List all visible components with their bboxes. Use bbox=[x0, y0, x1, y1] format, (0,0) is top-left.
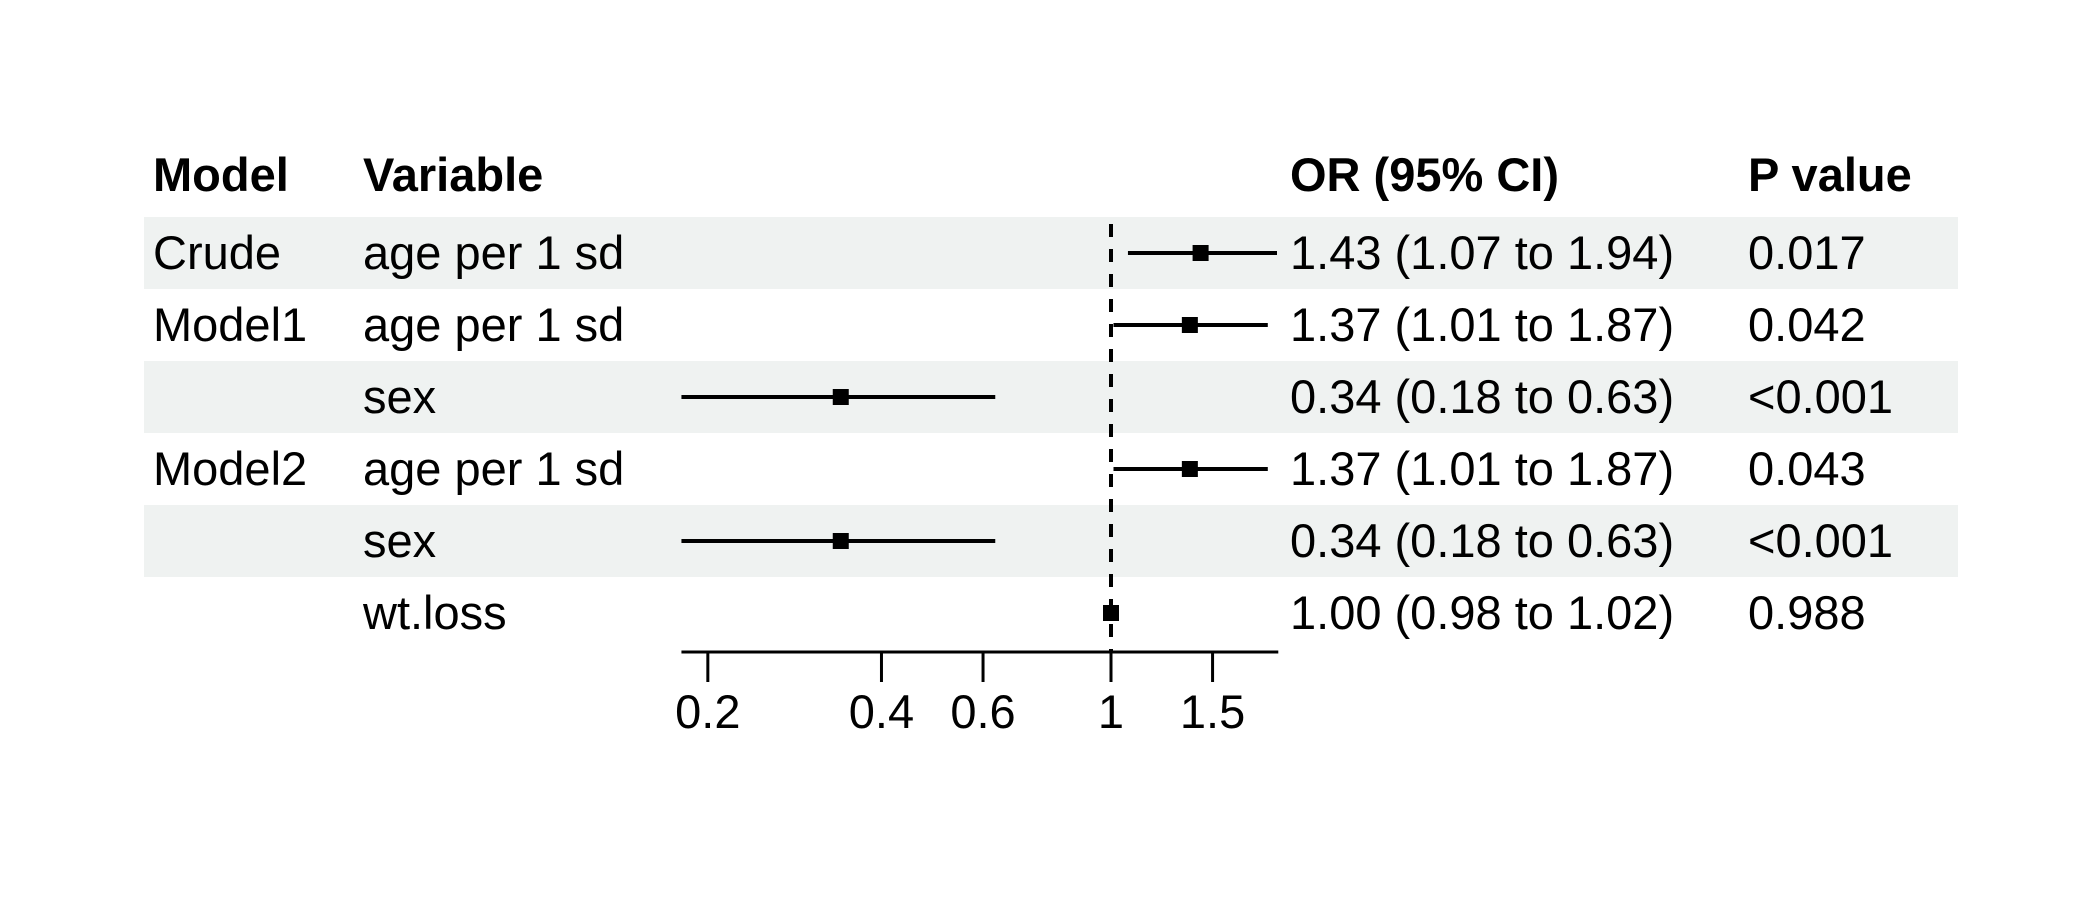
table-row: wt.loss 1.00 (0.98 to 1.02) 0.988 bbox=[144, 577, 1958, 649]
or-ci-cell: 1.43 (1.07 to 1.94) bbox=[1290, 226, 1675, 280]
or-ci-cell: 0.34 (0.18 to 0.63) bbox=[1290, 370, 1675, 424]
or-ci-cell: 1.37 (1.01 to 1.87) bbox=[1290, 442, 1675, 496]
x-axis-tick-label: 0.6 bbox=[950, 685, 1015, 738]
x-axis-tick-label: 0.2 bbox=[675, 685, 740, 738]
model-cell: Crude bbox=[153, 226, 282, 280]
variable-cell: age per 1 sd bbox=[363, 226, 625, 280]
x-axis-tick-label: 1 bbox=[1098, 685, 1124, 738]
p-value-cell: <0.001 bbox=[1748, 370, 1894, 424]
model-cell: Model1 bbox=[153, 298, 308, 352]
variable-cell: age per 1 sd bbox=[363, 298, 625, 352]
table-row: sex 0.34 (0.18 to 0.63) <0.001 bbox=[144, 505, 1958, 577]
x-axis-tick-label: 0.4 bbox=[849, 685, 914, 738]
model-cell: Model2 bbox=[153, 442, 308, 496]
column-header-p-value: P value bbox=[1748, 148, 1912, 202]
p-value-cell: 0.988 bbox=[1748, 586, 1866, 640]
p-value-cell: 0.043 bbox=[1748, 442, 1866, 496]
table-row: sex 0.34 (0.18 to 0.63) <0.001 bbox=[144, 361, 1958, 433]
x-axis-tick-label: 1.5 bbox=[1180, 685, 1245, 738]
column-header-model: Model bbox=[153, 148, 289, 202]
column-header-or-ci: OR (95% CI) bbox=[1290, 148, 1559, 202]
p-value-cell: 0.042 bbox=[1748, 298, 1866, 352]
table-header-row: Model Variable OR (95% CI) P value bbox=[144, 139, 1958, 211]
p-value-cell: <0.001 bbox=[1748, 514, 1894, 568]
table-row: Model2 age per 1 sd 1.37 (1.01 to 1.87) … bbox=[144, 433, 1958, 505]
variable-cell: age per 1 sd bbox=[363, 442, 625, 496]
variable-cell: sex bbox=[363, 514, 437, 568]
table-row: Model1 age per 1 sd 1.37 (1.01 to 1.87) … bbox=[144, 289, 1958, 361]
variable-cell: wt.loss bbox=[363, 586, 507, 640]
or-ci-cell: 1.37 (1.01 to 1.87) bbox=[1290, 298, 1675, 352]
or-ci-cell: 1.00 (0.98 to 1.02) bbox=[1290, 586, 1675, 640]
variable-cell: sex bbox=[363, 370, 437, 424]
or-ci-cell: 0.34 (0.18 to 0.63) bbox=[1290, 514, 1675, 568]
column-header-variable: Variable bbox=[363, 148, 544, 202]
table-row: Crude age per 1 sd 1.43 (1.07 to 1.94) 0… bbox=[144, 217, 1958, 289]
p-value-cell: 0.017 bbox=[1748, 226, 1866, 280]
